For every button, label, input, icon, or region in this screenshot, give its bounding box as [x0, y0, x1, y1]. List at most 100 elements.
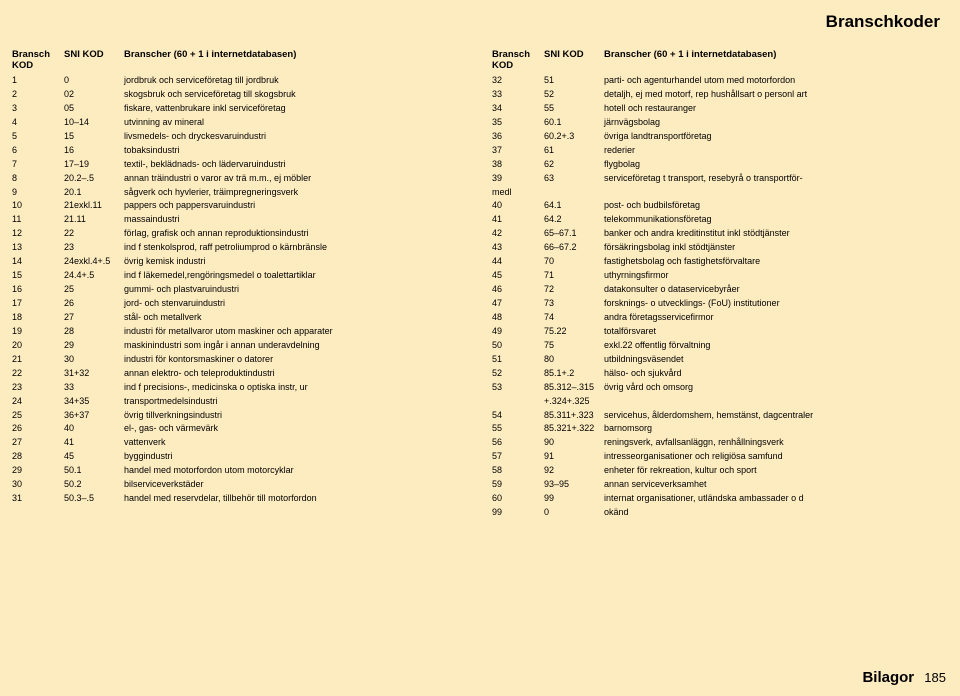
cell-bransch-kod: 30	[0, 478, 64, 492]
table-row: 202skogsbruk och serviceföretag till sko…	[0, 88, 480, 102]
table-row: 2231+32annan elektro- och teleproduktind…	[0, 367, 480, 381]
hdr-branscher: Branscher (60 + 1 i internetdatabasen)	[604, 49, 960, 71]
cell-sni-kod: 52	[544, 88, 604, 102]
cell-bransch-kod: 28	[0, 450, 64, 464]
cell-sni-kod: 23	[64, 241, 124, 255]
cell-branscher: el-, gas- och värmevärk	[124, 422, 480, 436]
table-row: 616tobaksindustri	[0, 144, 480, 158]
cell-sni-kod: 75	[544, 339, 604, 353]
table-row: 5690reningsverk, avfallsanläggn, renhåll…	[480, 436, 960, 450]
cell-sni-kod: 0	[544, 506, 604, 520]
cell-bransch-kod: 26	[0, 422, 64, 436]
cell-bransch-kod: 25	[0, 409, 64, 423]
hdr-sni-kod: SNI KOD	[64, 49, 124, 71]
cell-branscher: övriga landtransportföretag	[604, 130, 960, 144]
cell-bransch-kod: 52	[480, 367, 544, 381]
table-row: 5180utbildningsväsendet	[480, 353, 960, 367]
cell-bransch-kod: 17	[0, 297, 64, 311]
cell-branscher: järnvägsbolag	[604, 116, 960, 130]
page-number: 185	[924, 670, 946, 685]
cell-branscher: okänd	[604, 506, 960, 520]
cell-sni-kod: 22	[64, 227, 124, 241]
cell-branscher: internat organisationer, utländska ambas…	[604, 492, 960, 506]
cell-branscher: serviceföretag t transport, resebyrå o t…	[604, 172, 960, 186]
cell-sni-kod: 62	[544, 158, 604, 172]
cell-branscher: jord- och stenvaruindustri	[124, 297, 480, 311]
cell-sni-kod: 70	[544, 255, 604, 269]
cell-bransch-kod: 40	[480, 199, 544, 213]
cell-sni-kod: 61	[544, 144, 604, 158]
cell-bransch-kod: 34	[480, 102, 544, 116]
footer: Bilagor 185	[862, 669, 946, 686]
table-row: 10jordbruk och serviceföretag till jordb…	[0, 74, 480, 88]
cell-branscher: annan träindustri o varor av trä m.m., e…	[124, 172, 480, 186]
cell-bransch-kod: 35	[480, 116, 544, 130]
hdr-sni-kod: SNI KOD	[544, 49, 604, 71]
cell-sni-kod: 73	[544, 297, 604, 311]
cell-sni-kod: 85.312–.315 +.324+.325	[544, 381, 604, 409]
cell-sni-kod: 20.1	[64, 186, 124, 200]
table-row: 1827stål- och metallverk	[0, 311, 480, 325]
cell-sni-kod: 20.2–.5	[64, 172, 124, 186]
cell-branscher: skogsbruk och serviceföretag till skogsb…	[124, 88, 480, 102]
table-row: 3251parti- och agenturhandel utom med mo…	[480, 74, 960, 88]
cell-branscher: parti- och agenturhandel utom med motorf…	[604, 74, 960, 88]
cell-sni-kod: 21.11	[64, 213, 124, 227]
table-row: 5892enheter för rekreation, kultur och s…	[480, 464, 960, 478]
table-row: 1726jord- och stenvaruindustri	[0, 297, 480, 311]
table-row: 5585.321+.322barnomsorg	[480, 422, 960, 436]
cell-branscher: tobaksindustri	[124, 144, 480, 158]
cell-bransch-kod: 60	[480, 492, 544, 506]
cell-branscher: fiskare, vattenbrukare inkl serviceföret…	[124, 102, 480, 116]
hdr-branscher: Branscher (60 + 1 i internetdatabasen)	[124, 49, 480, 71]
cell-bransch-kod: 5	[0, 130, 64, 144]
table-row: 3560.1järnvägsbolag	[480, 116, 960, 130]
hdr-bransch-kod: Bransch KOD	[480, 49, 544, 71]
cell-bransch-kod: 11	[0, 213, 64, 227]
hdr-bransch-kod: Bransch KOD	[0, 49, 64, 71]
table-row: 2434+35transportmedelsindustri	[0, 395, 480, 409]
table-row: 3660.2+.3övriga landtransportföretag	[480, 130, 960, 144]
table-row: 4470fastighetsbolag och fastighetsförval…	[480, 255, 960, 269]
cell-branscher: ind f precisions-, medicinska o optiska …	[124, 381, 480, 395]
cell-branscher: övrig tillverkningsindustri	[124, 409, 480, 423]
table-row: 1021exkl.11pappers och pappersvaruindust…	[0, 199, 480, 213]
table-row: 1323ind f stenkolsprod, raff petroliumpr…	[0, 241, 480, 255]
cell-bransch-kod: 16	[0, 283, 64, 297]
table-row: 990okänd	[480, 506, 960, 520]
table-row: 2640el-, gas- och värmevärk	[0, 422, 480, 436]
cell-branscher: reningsverk, avfallsanläggn, renhållning…	[604, 436, 960, 450]
table-row: 4366–67.2försäkringsbolag inkl stödtjäns…	[480, 241, 960, 255]
cell-branscher: handel med reservdelar, tillbehör till m…	[124, 492, 480, 506]
cell-sni-kod: 34+35	[64, 395, 124, 409]
cell-branscher: utbildningsväsendet	[604, 353, 960, 367]
cell-branscher: utvinning av mineral	[124, 116, 480, 130]
table-row: 4672datakonsulter o dataservicebyråer	[480, 283, 960, 297]
cell-sni-kod: 91	[544, 450, 604, 464]
cell-branscher: gummi- och plastvaruindustri	[124, 283, 480, 297]
cell-sni-kod: 31+32	[64, 367, 124, 381]
cell-sni-kod: 02	[64, 88, 124, 102]
cell-bransch-kod: 22	[0, 367, 64, 381]
cell-branscher: andra företagsservicefirmor	[604, 311, 960, 325]
table-row: 5791intresseorganisationer och religiösa…	[480, 450, 960, 464]
cell-branscher: ind f läkemedel,rengöringsmedel o toalet…	[124, 269, 480, 283]
cell-sni-kod: 50.1	[64, 464, 124, 478]
cell-branscher: enheter för rekreation, kultur och sport	[604, 464, 960, 478]
cell-branscher: industri för metallvaror utom maskiner o…	[124, 325, 480, 339]
cell-sni-kod: 74	[544, 311, 604, 325]
cell-bransch-kod: 21	[0, 353, 64, 367]
table-row: 920.1sågverk och hyvlerier, träimpregner…	[0, 186, 480, 200]
cell-branscher: annan serviceverksamhet	[604, 478, 960, 492]
cell-bransch-kod: 56	[480, 436, 544, 450]
table-row: 305fiskare, vattenbrukare inkl servicefö…	[0, 102, 480, 116]
cell-bransch-kod: 39	[480, 172, 544, 186]
cell-sni-kod: 92	[544, 464, 604, 478]
cell-bransch-kod: 41	[480, 213, 544, 227]
cell-sni-kod: 10–14	[64, 116, 124, 130]
table-row: 3352detaljh, ej med motorf, rep hushålls…	[480, 88, 960, 102]
table-row: 2536+37övrig tillverkningsindustri	[0, 409, 480, 423]
cell-branscher: forsknings- o utvecklings- (FoU) institu…	[604, 297, 960, 311]
cell-branscher: bilserviceverkstäder	[124, 478, 480, 492]
cell-bransch-kod: 59	[480, 478, 544, 492]
